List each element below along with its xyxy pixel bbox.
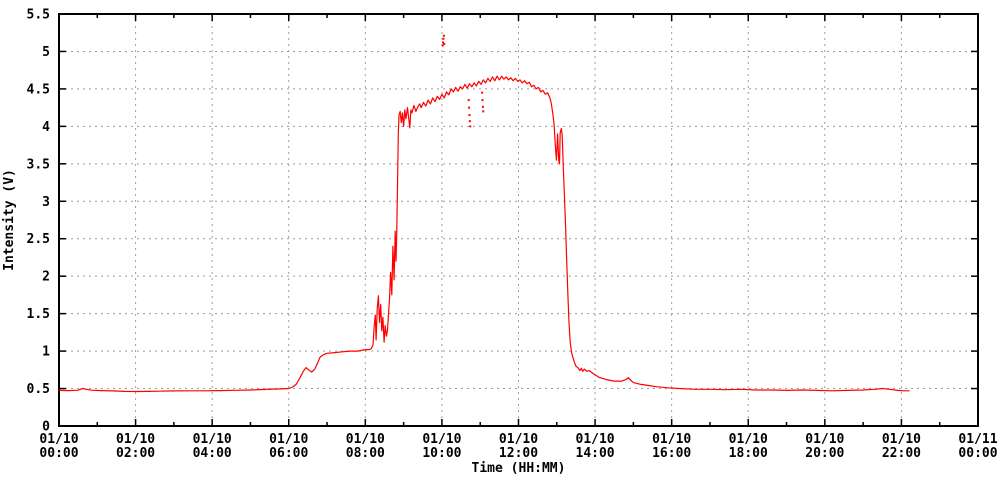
x-tick-time: 16:00: [652, 446, 691, 461]
x-tick-date: 01/10: [729, 432, 768, 447]
x-tick-time: 10:00: [422, 446, 461, 461]
x-tick-time: 02:00: [116, 446, 155, 461]
y-axis-title: Intensity (V): [2, 169, 17, 271]
x-tick-date: 01/10: [652, 432, 691, 447]
x-axis-title: Time (HH:MM): [472, 461, 566, 476]
y-tick-label: 4.5: [27, 82, 50, 97]
x-tick-time: 14:00: [576, 446, 615, 461]
x-tick-date: 01/10: [805, 432, 844, 447]
x-tick-time: 00:00: [958, 446, 997, 461]
x-tick-date: 01/10: [39, 432, 78, 447]
x-tick-date: 01/10: [193, 432, 232, 447]
y-tick-label: 1.5: [27, 307, 50, 322]
y-tick-label: 2.5: [27, 232, 50, 247]
x-tick-date: 01/10: [116, 432, 155, 447]
x-tick-labels: 01/1000:0001/1002:0001/1004:0001/1006:00…: [39, 432, 997, 461]
x-tick-time: 08:00: [346, 446, 385, 461]
x-tick-date: 01/10: [499, 432, 538, 447]
y-tick-label: 0: [42, 420, 50, 435]
intensity-outliers-points: [441, 34, 485, 128]
x-tick-date: 01/10: [346, 432, 385, 447]
x-tick-time: 20:00: [805, 446, 844, 461]
x-tick-date: 01/10: [422, 432, 461, 447]
y-tick-label: 0.5: [27, 382, 50, 397]
x-tick-time: 04:00: [193, 446, 232, 461]
y-tick-labels: 0 0.5 1 1.5 2 2.5 3 3.5 4 4.5 5 5.5: [27, 8, 51, 435]
x-tick-time: 12:00: [499, 446, 538, 461]
y-tick-label: 3.5: [27, 157, 50, 172]
y-tick-label: 2: [42, 270, 50, 285]
y-tick-label: 1: [42, 345, 50, 360]
x-tick-date: 01/10: [882, 432, 921, 447]
intensity-line: [58, 75, 910, 393]
x-tick-date: 01/10: [576, 432, 615, 447]
y-tick-label: 4: [42, 120, 50, 135]
y-tick-label: 5.5: [27, 8, 50, 23]
y-tick-label: 3: [42, 195, 50, 210]
x-tick-date: 01/10: [269, 432, 308, 447]
x-tick-time: 06:00: [269, 446, 308, 461]
axis-ticks: [58, 13, 979, 427]
x-tick-time: 18:00: [729, 446, 768, 461]
plot-border: [58, 13, 979, 427]
y-tick-label: 5: [42, 45, 50, 60]
x-tick-date: 01/11: [958, 432, 997, 447]
x-tick-time: 22:00: [882, 446, 921, 461]
grid-lines: [59, 14, 978, 426]
x-tick-time: 00:00: [39, 446, 78, 461]
